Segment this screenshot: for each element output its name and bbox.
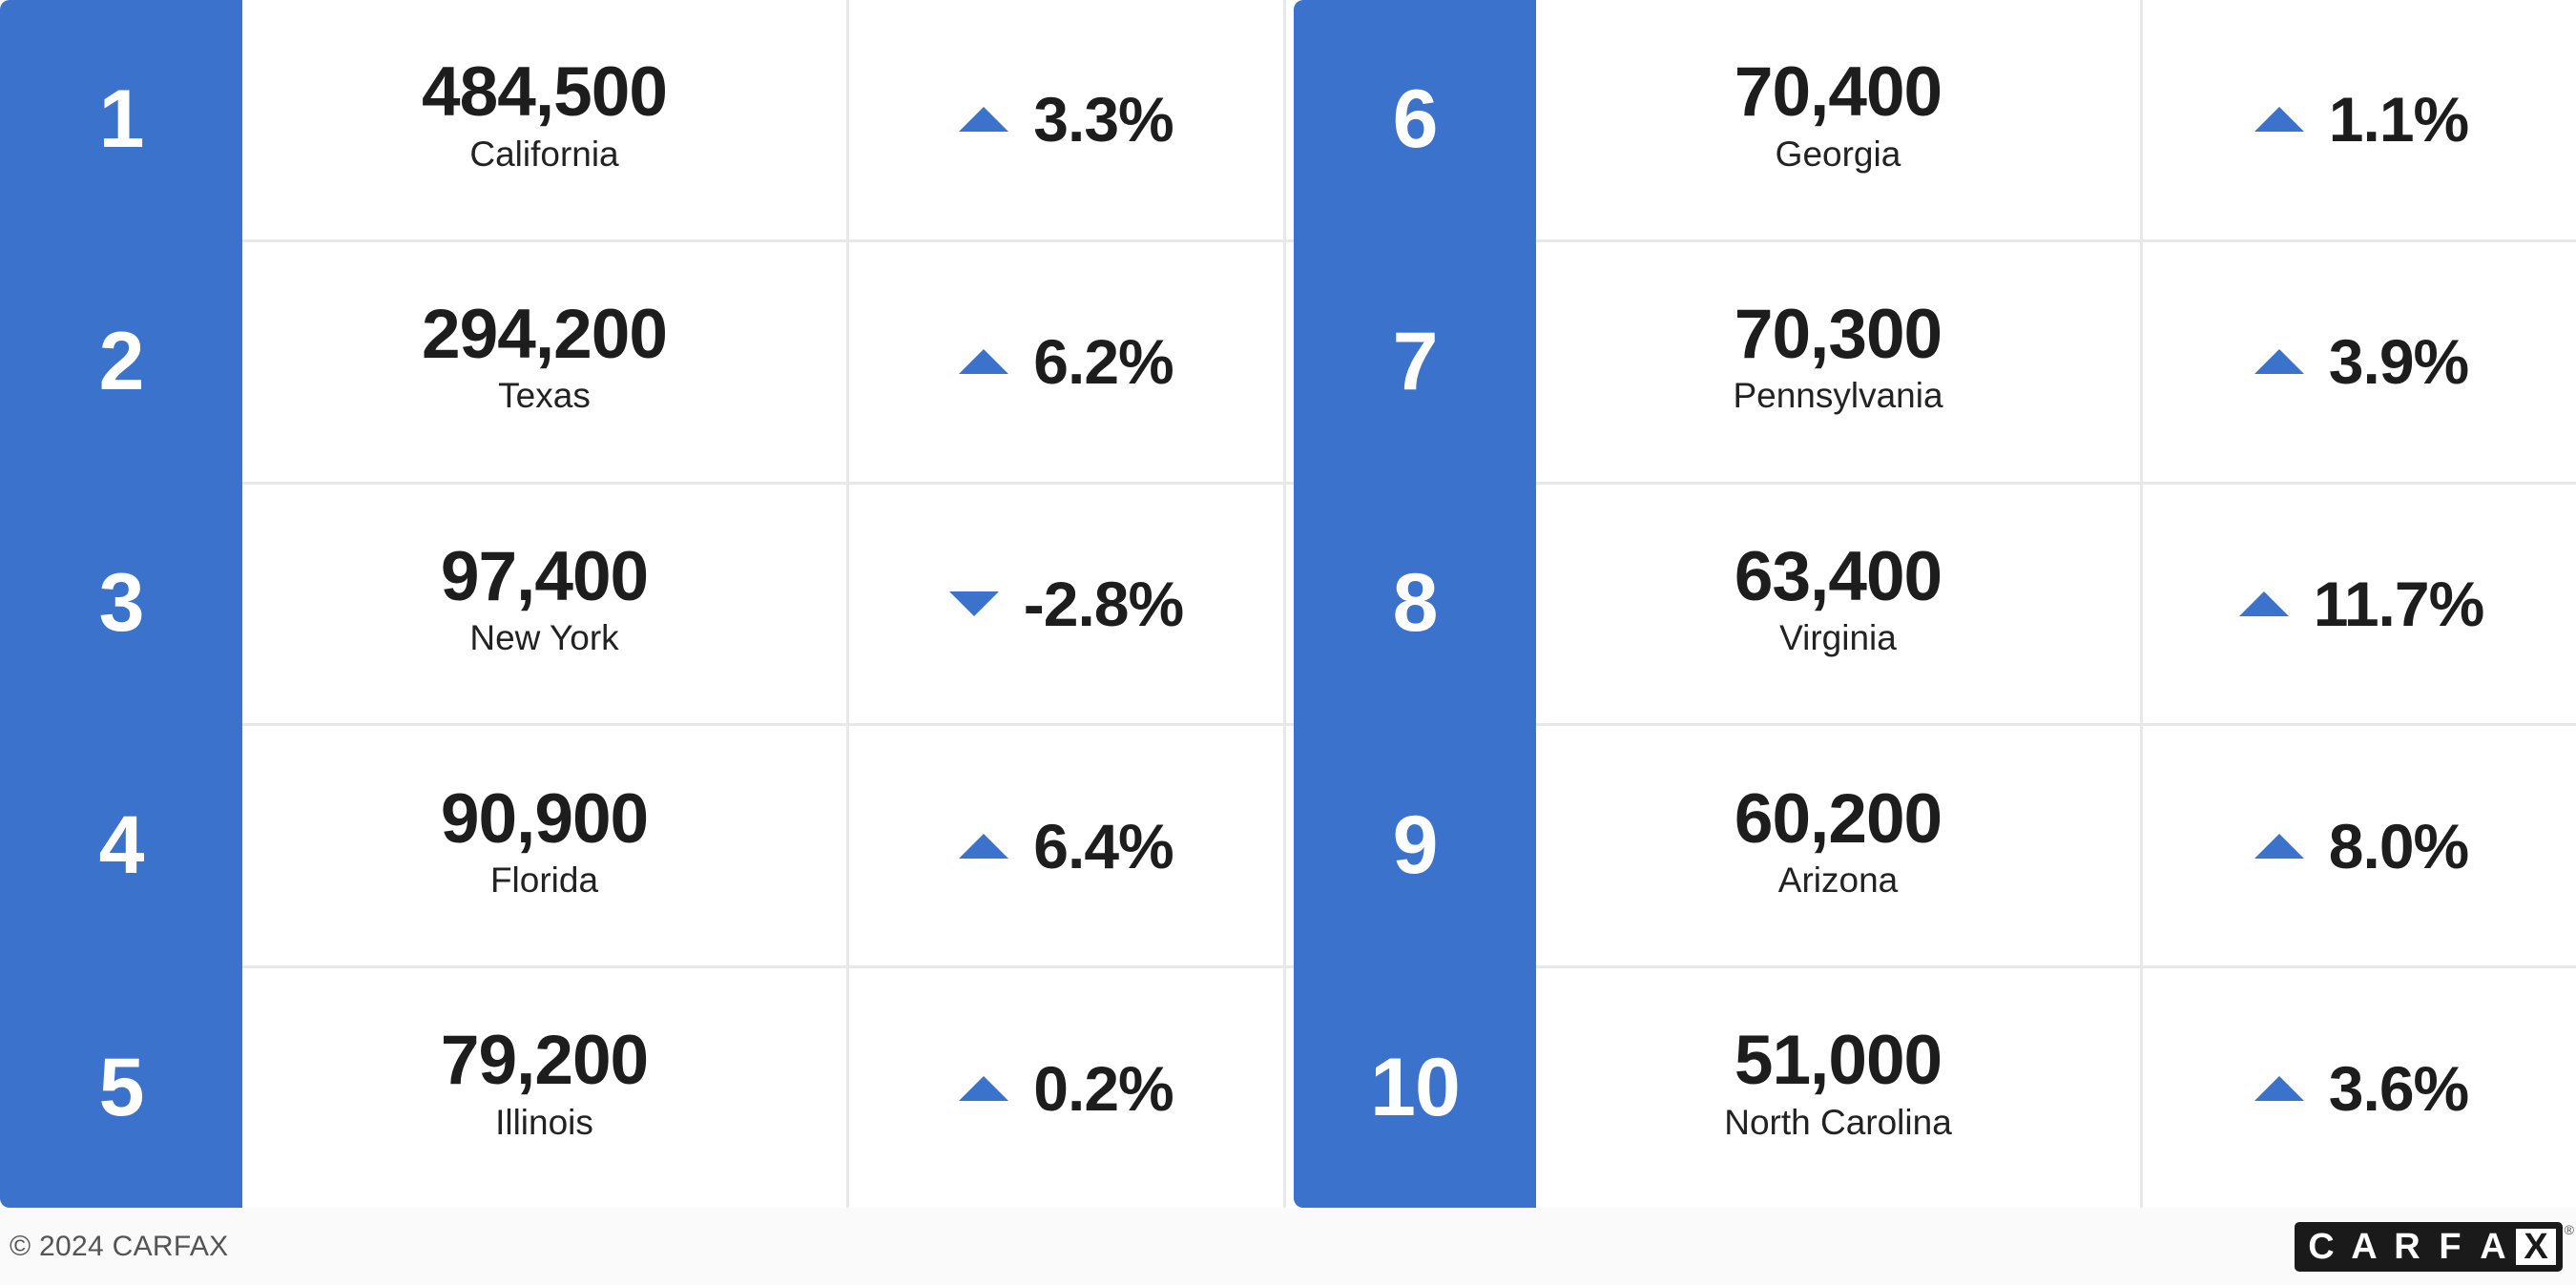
state-label: Pennsylvania bbox=[1733, 376, 1943, 416]
value-cell: 90,900 Florida bbox=[242, 726, 849, 966]
count-value: 51,000 bbox=[1734, 1022, 1942, 1100]
state-label: Arizona bbox=[1777, 860, 1899, 901]
value-cell: 97,400 New York bbox=[242, 484, 849, 724]
arrow-up-icon bbox=[2254, 1075, 2304, 1101]
arrow-up-icon bbox=[2254, 833, 2304, 859]
rank-badge: 9 bbox=[1294, 726, 1536, 968]
count-value: 63,400 bbox=[1734, 537, 1942, 615]
count-value: 79,200 bbox=[440, 1022, 649, 1100]
arrow-up-icon bbox=[959, 349, 1009, 375]
column-gap bbox=[1286, 968, 1294, 1208]
change-percent: 6.2% bbox=[1033, 326, 1174, 398]
count-value: 90,900 bbox=[440, 779, 649, 858]
rank-badge: 8 bbox=[1294, 484, 1536, 727]
count-value: 294,200 bbox=[422, 296, 668, 373]
value-cell: 294,200 Texas bbox=[242, 241, 849, 482]
rank-badge: 1 bbox=[0, 0, 242, 242]
arrow-up-icon bbox=[959, 107, 1009, 133]
rank-badge: 7 bbox=[1294, 241, 1536, 485]
column-gap bbox=[1286, 726, 1294, 966]
rank-badge: 6 bbox=[1294, 0, 1536, 242]
rank-badge: 2 bbox=[0, 241, 242, 485]
state-label: Georgia bbox=[1775, 134, 1901, 174]
change-cell: 6.4% bbox=[849, 726, 1286, 966]
copyright-text: © 2024 CARFAX bbox=[10, 1230, 229, 1262]
state-label: New York bbox=[469, 618, 619, 658]
arrow-up-icon bbox=[2238, 591, 2289, 616]
arrow-up-icon bbox=[2254, 349, 2304, 375]
state-label: California bbox=[469, 134, 619, 174]
value-cell: 63,400 Virginia bbox=[1536, 484, 2143, 724]
state-label: Florida bbox=[489, 860, 599, 901]
arrow-up-icon bbox=[959, 833, 1009, 859]
arrow-up-icon bbox=[2254, 107, 2304, 133]
change-cell: 8.0% bbox=[2143, 726, 2576, 965]
count-value: 97,400 bbox=[440, 537, 649, 615]
count-value: 70,300 bbox=[1734, 296, 1942, 373]
change-percent: 8.0% bbox=[2328, 810, 2469, 881]
rank-badge: 3 bbox=[0, 484, 242, 727]
change-cell: 3.3% bbox=[849, 0, 1286, 239]
registered-trademark-icon: ® bbox=[2564, 1221, 2574, 1237]
column-gap bbox=[1286, 0, 1294, 239]
change-percent: 3.9% bbox=[2328, 326, 2469, 398]
count-value: 60,200 bbox=[1734, 779, 1942, 858]
state-label: Illinois bbox=[495, 1102, 593, 1142]
value-cell: 70,400 Georgia bbox=[1536, 0, 2143, 239]
logo-letter: A bbox=[2473, 1228, 2513, 1265]
value-cell: 60,200 Arizona bbox=[1536, 726, 2143, 966]
column-gap bbox=[1286, 241, 1294, 482]
rank-badge: 5 bbox=[0, 968, 242, 1208]
rank-badge: 4 bbox=[0, 726, 242, 968]
change-cell: 3.6% bbox=[2143, 968, 2576, 1208]
change-percent: -2.8% bbox=[1023, 568, 1184, 639]
table-row: 2 294,200 Texas 6.2% 7 70,300 Pennsylvania 3.9% bbox=[0, 241, 2576, 485]
count-value: 484,500 bbox=[422, 53, 668, 132]
change-percent: 6.4% bbox=[1033, 810, 1174, 881]
table-row: 1 484,500 California 3.3% 6 70,400 Georgia 1.1% bbox=[0, 0, 2576, 242]
page-footer: © 2024 CARFAX C A R F A X ® bbox=[0, 1208, 2576, 1285]
rank-badge: 10 bbox=[1294, 968, 1536, 1208]
arrow-down-icon bbox=[948, 591, 999, 616]
logo-letter: X bbox=[2516, 1228, 2556, 1265]
change-cell: -2.8% bbox=[849, 484, 1286, 724]
column-gap bbox=[1286, 484, 1294, 724]
count-value: 70,400 bbox=[1734, 53, 1942, 132]
value-cell: 70,300 Pennsylvania bbox=[1536, 241, 2143, 482]
table-row: 4 90,900 Florida 6.4% 9 60,200 Arizona 8.0% bbox=[0, 726, 2576, 969]
value-cell: 51,000 North Carolina bbox=[1536, 968, 2143, 1208]
rankings-table: 1 484,500 California 3.3% 6 70,400 Georgia 1.1%… bbox=[0, 0, 2576, 1208]
change-percent: 1.1% bbox=[2328, 84, 2469, 155]
state-label: Texas bbox=[498, 376, 591, 416]
state-label: North Carolina bbox=[1724, 1102, 1952, 1142]
change-cell: 11.7% bbox=[2143, 485, 2576, 724]
change-percent: 0.2% bbox=[1033, 1052, 1174, 1124]
change-cell: 6.2% bbox=[849, 241, 1286, 482]
table-row: 3 97,400 New York -2.8% 8 63,400 Virginia 11.7% bbox=[0, 484, 2576, 727]
change-percent: 3.3% bbox=[1033, 84, 1174, 155]
change-cell: 0.2% bbox=[849, 968, 1286, 1208]
state-label: Virginia bbox=[1779, 618, 1897, 658]
table-row: 5 79,200 Illinois 0.2% 10 51,000 North Carolin… bbox=[0, 968, 2576, 1208]
value-cell: 484,500 California bbox=[242, 0, 849, 239]
value-cell: 79,200 Illinois bbox=[242, 968, 849, 1208]
change-cell: 3.9% bbox=[2143, 242, 2576, 482]
logo-letter: C bbox=[2301, 1228, 2341, 1265]
change-percent: 3.6% bbox=[2328, 1052, 2469, 1124]
change-percent: 11.7% bbox=[2313, 568, 2484, 639]
change-cell: 1.1% bbox=[2143, 0, 2576, 239]
arrow-up-icon bbox=[959, 1075, 1009, 1101]
logo-letter: A bbox=[2344, 1228, 2384, 1265]
logo-letter: F bbox=[2430, 1228, 2470, 1265]
logo-letter: R bbox=[2387, 1228, 2427, 1265]
carfax-logo[interactable]: C A R F A X ® bbox=[2295, 1221, 2574, 1272]
